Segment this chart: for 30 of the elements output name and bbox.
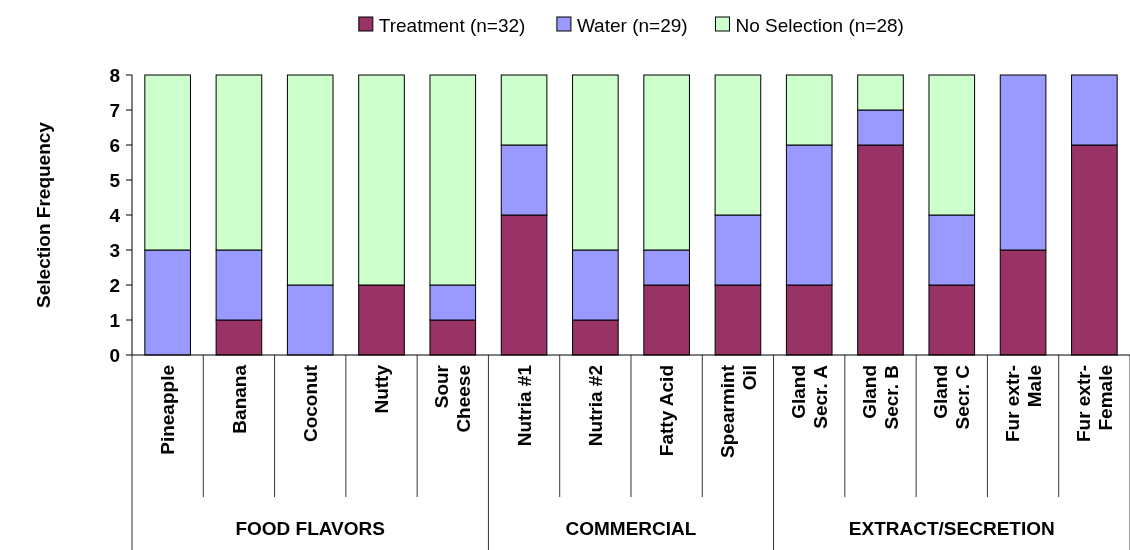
- x-tick-label: Fur extr- Male: [1001, 365, 1045, 443]
- x-tick-label: Banana: [228, 364, 250, 434]
- text: FOOD FLAVORS: [235, 518, 385, 539]
- x-tick-label: Fatty Acid: [656, 365, 678, 457]
- legend-label: Treatment (n=32): [378, 14, 526, 36]
- y-tick-label: 3: [109, 239, 120, 261]
- y-tick-label: 1: [109, 309, 121, 331]
- x-tick-label: Nutty: [371, 364, 393, 414]
- x-tick-label: Nutria #1: [513, 364, 535, 447]
- legend-label: Water (n=29): [576, 14, 688, 36]
- x-tick-label: Fur extr- Female: [1073, 365, 1117, 443]
- x-tick-label: Gland Secr. A: [787, 364, 831, 429]
- y-tick-label: 7: [109, 99, 120, 121]
- y-tick-label: 0: [109, 344, 120, 366]
- y-tick-label: 4: [109, 204, 121, 226]
- y-tick-label: 6: [109, 134, 120, 156]
- legend-label: No Selection (n=28): [735, 14, 904, 36]
- text: EXTRACT/SECRETION: [848, 518, 1055, 539]
- y-tick-label: 2: [109, 274, 120, 296]
- x-tick-label: Coconut: [299, 364, 321, 443]
- x-tick-label: Gland Secr. B: [859, 365, 903, 430]
- x-tick-label: Nutria #2: [585, 365, 607, 447]
- x-tick-label: Spearmint Oil: [716, 364, 760, 458]
- x-tick-label: Sour Cheese: [431, 364, 475, 433]
- x-tick-label: Gland Secr. C: [930, 364, 974, 430]
- y-tick-label: 5: [109, 169, 121, 191]
- text: COMMERCIAL: [565, 518, 697, 539]
- y-axis-title: Selection Frequency: [33, 121, 54, 308]
- x-tick-label: Pineapple: [157, 365, 179, 455]
- y-tick-label: 8: [109, 64, 120, 86]
